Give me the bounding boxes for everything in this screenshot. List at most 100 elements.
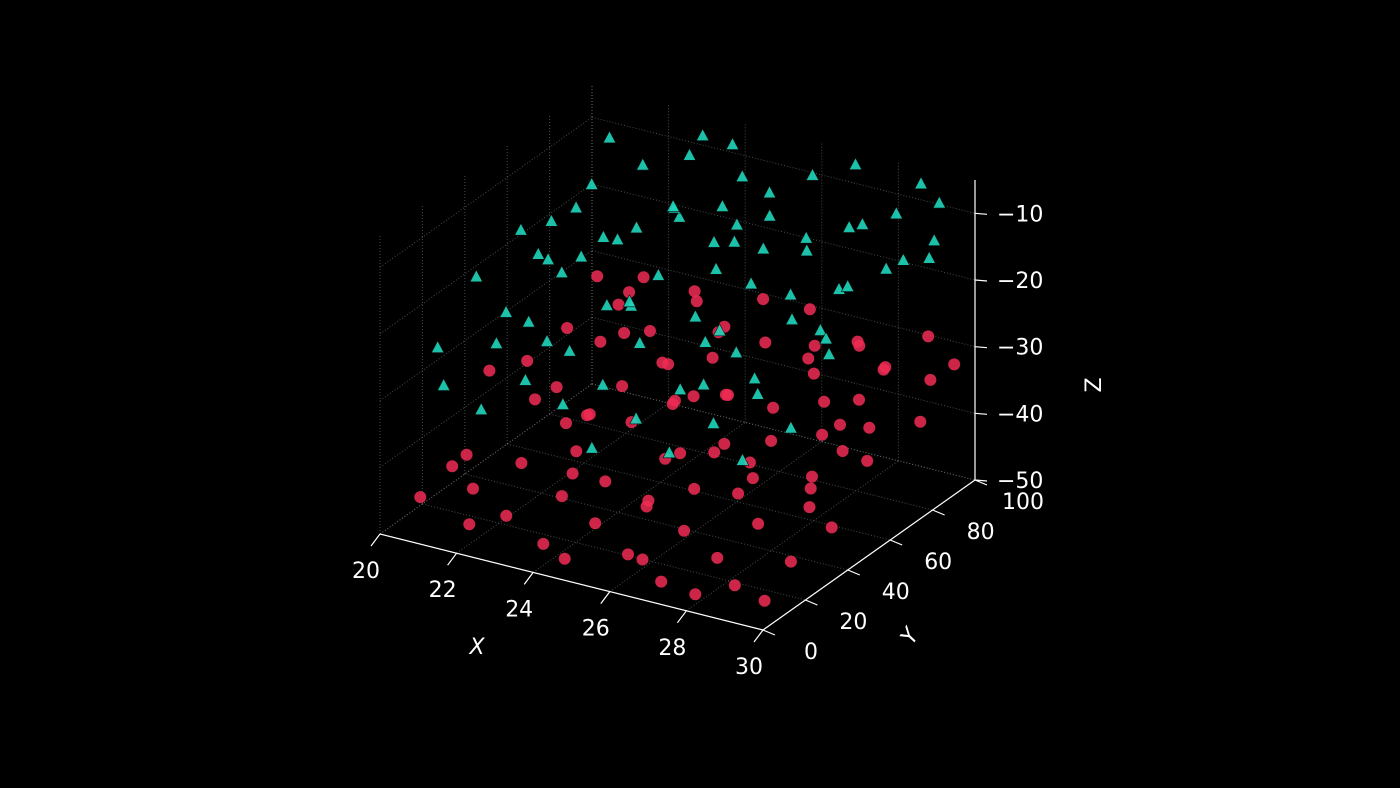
scatter-point-triangle [729, 345, 744, 358]
scatter-point-triangle [629, 220, 644, 234]
scatter-point-circle [706, 351, 719, 364]
scatter-point-triangle [489, 336, 504, 349]
scatter-point-circle [803, 303, 816, 316]
scatter-point-circle [689, 588, 702, 601]
scatter-point-circle [618, 327, 631, 339]
scatter-point-circle [463, 518, 476, 531]
scatter-point-triangle [514, 222, 528, 236]
scatter-point-triangle [672, 209, 687, 223]
scatter-point-triangle [531, 246, 545, 260]
scatter-point-circle [529, 393, 541, 406]
gridline-back-z [591, 116, 976, 214]
scatter-point-triangle [596, 377, 610, 391]
scatter-point-triangle [747, 371, 762, 384]
y-tick-label: 100 [1002, 490, 1044, 515]
grid-layer [379, 84, 976, 631]
gridline-floor-x [609, 441, 823, 593]
y-tick-label: 40 [882, 580, 910, 605]
scatter-point-circle [599, 475, 612, 488]
scatter-point-triangle [813, 322, 828, 336]
scatter-point-triangle [600, 297, 614, 311]
scatter-point-triangle [750, 386, 765, 400]
scatter-point-circle [558, 552, 571, 565]
scatter-point-triangle [785, 312, 799, 325]
scatter-point-triangle [682, 147, 697, 161]
scatter-point-circle [759, 336, 772, 349]
gridline-side-z [379, 116, 593, 268]
scatter-point-circle [687, 390, 700, 403]
scatter-point-triangle [735, 452, 750, 466]
scatter-point-triangle [730, 217, 744, 231]
scatter-point-triangle [800, 243, 814, 257]
scatter-point-circle [636, 553, 649, 566]
gridline-floor-y [591, 383, 976, 481]
x-tick-label: 20 [352, 559, 380, 584]
scatter-point-triangle [855, 216, 870, 230]
scatter-point-triangle [544, 213, 559, 227]
scatter-point-circle [515, 457, 528, 469]
scatter-point-circle [566, 467, 579, 480]
gridline-back-z [591, 183, 976, 281]
scatter-point-triangle [629, 411, 643, 425]
scatter-point-triangle [499, 304, 513, 318]
axis-layer [370, 180, 988, 643]
scatter-point-circle [662, 358, 675, 371]
y-tick [932, 509, 945, 516]
scatter-point-triangle [696, 377, 711, 391]
scatter-point-circle [460, 448, 473, 461]
scatter-point-circle [924, 373, 937, 386]
scatter-point-circle [708, 446, 721, 459]
scatter-point-circle [914, 415, 927, 428]
scatter-point-circle [711, 551, 724, 564]
z-tick-label: −40 [997, 402, 1043, 427]
scatter-point-triangle [662, 445, 677, 459]
scatter-point-circle [802, 352, 815, 365]
scatter-point-triangle [688, 309, 703, 323]
scatter-point-circle [674, 447, 687, 460]
z-tick [974, 212, 988, 215]
z-tick-label: −10 [997, 202, 1043, 227]
scatter-point-circle [637, 271, 650, 284]
gridline-back-z [591, 383, 976, 481]
scatter-point-triangle [762, 208, 777, 222]
scatter-point-circle [752, 517, 765, 530]
x-tick-label: 24 [505, 597, 533, 622]
scatter-point-circle [500, 509, 513, 522]
scatter-point-triangle [822, 346, 836, 360]
scatter-point-triangle [562, 343, 577, 357]
scatter-point-triangle [914, 176, 928, 190]
scatter-point-triangle [636, 157, 650, 171]
gridline-side-z [379, 183, 593, 335]
scatter-point-circle [655, 575, 668, 588]
scatter-point-circle [804, 482, 817, 495]
scatter-point-circle [718, 437, 731, 450]
scatter-point-circle [948, 358, 961, 371]
scatter-point-circle [818, 395, 831, 408]
y-tick [805, 599, 818, 606]
z-tick [974, 279, 988, 282]
gridline-floor-x [532, 421, 746, 573]
scatter-point-circle [922, 330, 935, 343]
scatter-point-circle [581, 409, 593, 422]
scatter-point-circle [483, 364, 496, 377]
y-tick [889, 539, 903, 546]
z-tick [974, 479, 988, 482]
scatter-point-circle [550, 381, 563, 394]
scatter-point-triangle [819, 331, 833, 345]
z-tick-label: −50 [997, 469, 1043, 494]
scatter-point-triangle [922, 250, 936, 264]
scatter-point-triangle [602, 130, 617, 144]
scatter-point-triangle [556, 397, 570, 410]
scatter-point-triangle [848, 157, 863, 170]
gridline-floor-y [422, 503, 806, 601]
scatter-point-triangle [706, 415, 721, 429]
scatter-point-circle [688, 482, 701, 495]
scatter-point-circle [784, 555, 797, 568]
scatter-point-triangle [698, 334, 713, 348]
scatter-point-triangle [840, 279, 855, 292]
x-tick [523, 572, 534, 585]
scatter-point-circle [521, 354, 534, 367]
x-tick [600, 591, 611, 604]
scatter-point-triangle [633, 335, 647, 349]
y-tick [847, 569, 861, 576]
